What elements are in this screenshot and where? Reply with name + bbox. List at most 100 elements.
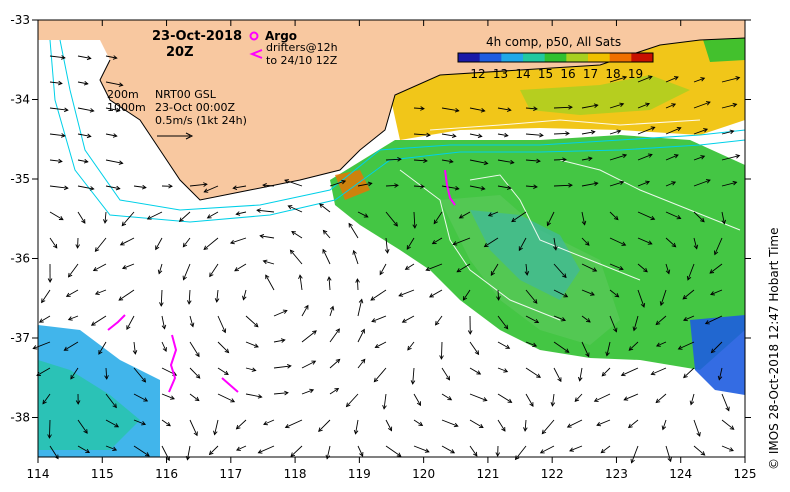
current-arrow [49,107,69,113]
current-arrow [203,185,219,193]
current-arrow [186,289,192,305]
current-arrow [686,263,695,281]
current-arrow [553,289,569,298]
current-arrow [209,263,219,278]
current-arrow [92,263,107,272]
colorbar-ticks: 12 13 14 15 16 17 18 19 [470,67,643,81]
current-arrow [496,289,501,301]
lat-tick-label: -38 [10,411,30,425]
current-arrow [161,445,170,462]
current-arrow [623,393,639,401]
current-arrow [161,183,173,189]
current-arrow [433,211,443,225]
current-arrow [710,289,723,296]
current-arrow [601,367,611,377]
current-arrow [553,183,573,188]
current-arrow [77,80,89,86]
current-arrow [49,80,63,86]
current-arrow [497,107,512,112]
lon-tick-label: 121 [476,467,499,481]
current-arrow [370,289,387,301]
argo-label: Argo [265,29,297,43]
current-arrow [245,341,259,348]
current-arrow [441,107,460,113]
current-arrow [155,237,163,251]
current-arrow [208,445,219,456]
current-arrow [511,211,527,223]
colorbar-tick-label: 12 [470,67,485,81]
current-arrow [329,305,335,317]
colorbar-tick-label: 18 [605,67,620,81]
current-arrow [553,131,570,136]
sst-isotherms [399,119,741,321]
colorbar-swatch [566,53,589,62]
current-arrow [178,211,191,223]
current-arrow [462,289,471,301]
current-arrow [429,289,443,298]
current-arrow [273,338,286,343]
colorbar-tick-label: 17 [583,67,598,81]
current-arrow [105,133,118,138]
model-time: 23-Oct 00:00Z [155,101,235,114]
lat-tick-label: -36 [10,252,30,266]
current-arrow [682,289,695,300]
current-arrow [284,419,303,429]
current-arrow [77,158,89,164]
colorbar-swatch [544,53,567,62]
current-arrow [352,249,359,265]
current-arrow [581,237,590,246]
current-arrow [49,55,66,60]
current-arrow [49,237,58,249]
current-arrow [232,185,247,190]
current-arrow [581,289,595,296]
current-arrow [525,158,541,164]
current-arrow [609,315,618,333]
current-arrow [217,341,230,354]
current-arrow [665,263,671,275]
map-time: 20Z [166,45,194,60]
model-label: NRT00 GSL [155,88,217,101]
current-arrow [487,211,499,217]
lat-tick-label: -34 [10,93,30,107]
current-arrow [441,367,451,381]
current-arrow [77,445,91,454]
current-arrow [77,133,92,139]
current-arrow [665,237,677,248]
current-arrow [441,393,453,401]
current-arrow [665,211,682,220]
current-arrow [75,393,81,405]
current-arrow [665,76,679,83]
drifter-marker-icon [249,49,263,59]
current-arrow [379,263,387,276]
current-arrow [689,393,695,406]
current-arrow [49,158,63,164]
current-arrow [497,341,511,349]
current-arrow [581,263,598,272]
current-arrow [523,419,528,432]
current-arrow [497,315,509,330]
lon-tick-label: 123 [605,467,628,481]
current-arrow [469,367,482,375]
current-arrow [665,103,677,109]
current-arrow [104,367,109,380]
current-arrow [67,263,79,278]
current-arrow [133,445,150,457]
current-arrow [693,237,699,250]
current-arrow [398,289,415,297]
current-arrow [217,367,229,376]
current-arrow [566,419,583,428]
current-arrow [525,315,540,324]
lon-tick-label: 125 [734,467,757,481]
current-arrow [262,259,275,265]
current-arrow [632,315,639,332]
current-arrow [693,179,711,187]
current-arrow [609,129,622,135]
current-arrow [525,184,538,189]
colorbar-swatch [479,53,502,62]
lon-tick-label: 120 [412,467,435,481]
current-arrow [291,230,303,239]
current-arrow [495,445,501,457]
current-arrow [469,133,483,138]
current-arrow [469,393,488,402]
current-arrow [541,419,555,435]
